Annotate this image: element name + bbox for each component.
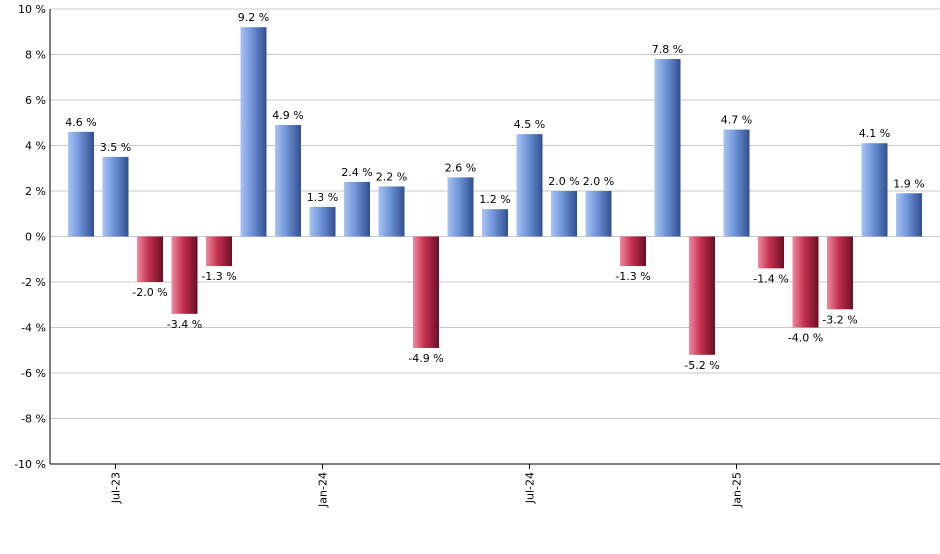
y-tick-label: -4 % [21, 322, 46, 335]
x-tick-label: Jan-24 [317, 472, 330, 508]
bar-value-label: 4.1 % [859, 127, 890, 140]
bar-value-label: 9.2 % [238, 11, 269, 24]
bar-value-label: 2.4 % [341, 166, 372, 179]
bar-value-label: 3.5 % [100, 141, 131, 154]
bar-value-label: 1.3 % [307, 191, 338, 204]
y-tick-label: 2 % [25, 185, 46, 198]
x-tick-label: Jan-25 [731, 472, 744, 508]
bar-positive [447, 177, 474, 237]
bar-value-label: 2.0 % [548, 175, 579, 188]
bar-negative [171, 236, 198, 314]
bar-value-label: 2.0 % [583, 175, 614, 188]
bar-value-label: 2.2 % [376, 170, 407, 183]
bar-negative [620, 236, 646, 267]
bar-value-label: -5.2 % [684, 359, 719, 372]
bar-value-label: -1.4 % [753, 272, 788, 285]
bar-positive [102, 156, 129, 237]
y-tick-label: 8 % [25, 49, 46, 62]
bar-positive [344, 181, 370, 237]
bar-value-label: -2.0 % [132, 286, 167, 299]
bar-positive [240, 27, 267, 237]
bar-value-label: -3.4 % [167, 318, 202, 331]
bar-value-label: -1.3 % [615, 270, 650, 283]
bar-value-label: 4.6 % [65, 116, 96, 129]
bar-positive [861, 143, 888, 237]
bar-positive [309, 206, 336, 237]
bar-value-label: 1.2 % [479, 193, 510, 206]
bar-negative [827, 236, 853, 310]
y-tick-label: -10 % [14, 458, 46, 471]
bar-value-label: 4.9 % [272, 109, 303, 122]
bar-value-label: 1.9 % [893, 177, 924, 190]
bar-positive [896, 193, 922, 237]
bar-negative [792, 236, 819, 328]
bar-value-label: 2.6 % [445, 161, 476, 174]
bar-positive [482, 209, 508, 237]
bar-negative [689, 236, 715, 355]
data-labels: 4.6 % 3.5 % -2.0 % -3.4 % -1.3 % 9.2 % 4.9 % 1.… [65, 11, 924, 372]
bar-negative [206, 236, 232, 267]
bar-positive [516, 134, 543, 237]
y-tick-label: -8 % [21, 413, 46, 426]
bar-positive [275, 125, 301, 237]
bar-negative [758, 236, 784, 269]
y-tick-label: -6 % [21, 367, 46, 380]
bar-positive [585, 191, 612, 237]
bar-negative [413, 236, 439, 348]
bar-value-label: -4.0 % [788, 332, 823, 345]
bar-positive [378, 186, 405, 237]
y-tick-label: 6 % [25, 94, 46, 107]
bar-positive [654, 59, 681, 237]
x-tick-label: Jul-24 [524, 472, 537, 504]
bars [68, 27, 922, 355]
bar-positive [723, 129, 750, 237]
bar-value-label: -3.2 % [822, 313, 857, 326]
bar-positive [68, 131, 94, 237]
bar-value-label: -4.9 % [408, 352, 443, 365]
bar-value-label: -1.3 % [201, 270, 236, 283]
y-tick-label: 4 % [25, 140, 46, 153]
bar-value-label: 7.8 % [652, 43, 683, 56]
axes: 10 % 8 % 6 % 4 % 2 % 0 % -2 % -4 % -6 % -8 % -10 %… [14, 3, 940, 508]
y-tick-label: 0 % [25, 231, 46, 244]
bar-value-label: 4.5 % [514, 118, 545, 131]
bar-value-label: 4.7 % [721, 114, 752, 127]
bar-positive [551, 191, 577, 237]
x-tick-label: Jul-23 [110, 472, 123, 504]
y-tick-label: -2 % [21, 276, 46, 289]
y-tick-label: 10 % [18, 3, 46, 16]
bar-negative [137, 236, 163, 282]
